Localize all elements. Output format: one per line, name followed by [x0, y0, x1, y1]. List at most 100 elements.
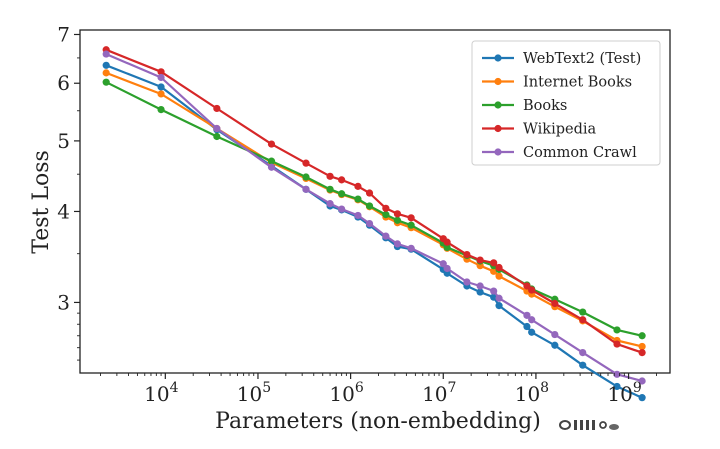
- data-point-internet-books: [495, 272, 503, 280]
- data-point-common-crawl: [551, 330, 559, 339]
- x-axis-title: Parameters (non-embedding): [215, 409, 541, 434]
- legend-label-books: Books: [523, 98, 567, 114]
- data-point-common-crawl: [267, 163, 276, 171]
- data-point-books: [443, 243, 451, 252]
- chart-legend: WebText2 (Test) Internet Books Books Wikipe…: [471, 40, 661, 166]
- data-point-common-crawl: [338, 205, 346, 213]
- legend-label-common-crawl: Common Crawl: [523, 145, 637, 161]
- data-point-books: [638, 332, 646, 340]
- data-point-webtext2-test: [613, 382, 621, 391]
- data-point-wikipedia: [476, 256, 484, 264]
- data-point-common-crawl: [443, 264, 451, 273]
- series-lines: [102, 46, 646, 402]
- data-point-wikipedia: [495, 263, 503, 272]
- data-point-common-crawl: [302, 185, 310, 193]
- x-tick-label: 106: [329, 380, 363, 406]
- data-point-wikipedia: [551, 299, 559, 308]
- data-point-common-crawl: [326, 200, 334, 208]
- data-point-webtext2-test: [157, 83, 165, 91]
- x-tick-label: 105: [237, 380, 271, 406]
- series-line-internet-books: [105, 71, 643, 348]
- legend-swatch-marker-wikipedia: [494, 124, 502, 133]
- data-point-wikipedia: [407, 214, 415, 222]
- legend-swatch-marker-webtext2-test: [494, 54, 502, 62]
- data-point-webtext2-test: [579, 361, 587, 369]
- data-point-webtext2-test: [638, 394, 646, 402]
- data-point-common-crawl: [463, 278, 471, 286]
- x-tick-label: 107: [422, 380, 456, 406]
- data-point-wikipedia: [393, 210, 402, 218]
- y-axis-title: Test Loss: [29, 150, 54, 254]
- data-point-internet-books: [157, 90, 165, 98]
- data-point-common-crawl: [213, 124, 221, 133]
- data-point-books: [267, 157, 276, 165]
- data-point-wikipedia: [613, 340, 621, 348]
- data-point-books: [102, 78, 110, 86]
- x-tick-label: 108: [515, 380, 549, 406]
- data-point-common-crawl: [476, 282, 484, 290]
- data-point-common-crawl: [613, 370, 621, 378]
- data-point-books: [338, 190, 346, 198]
- data-point-wikipedia: [302, 159, 310, 167]
- series-line-books: [105, 81, 643, 337]
- data-point-books: [579, 308, 587, 316]
- data-point-wikipedia: [443, 238, 451, 246]
- data-point-webtext2-test: [523, 322, 531, 331]
- data-point-common-crawl: [495, 294, 503, 302]
- data-point-wikipedia: [638, 348, 646, 357]
- axis-ticks: 3 4 5 6 7 104 105 106 107 108 109: [57, 22, 657, 406]
- data-point-common-crawl: [157, 73, 165, 82]
- y-tick-label: 5: [57, 129, 70, 153]
- y-tick-label: 7: [57, 22, 70, 46]
- y-tick-label: 6: [57, 71, 70, 95]
- legend-label-wikipedia: Wikipedia: [523, 122, 596, 138]
- data-point-books: [213, 132, 221, 141]
- data-point-common-crawl: [579, 348, 587, 357]
- data-point-wikipedia: [463, 250, 471, 259]
- data-point-common-crawl: [523, 311, 531, 319]
- data-point-webtext2-test: [495, 302, 503, 310]
- data-point-wikipedia: [528, 286, 536, 294]
- data-point-wikipedia: [157, 68, 165, 76]
- legend-label-webtext2-test: WebText2 (Test): [523, 51, 641, 67]
- data-point-webtext2-test: [490, 293, 498, 301]
- data-point-books: [326, 185, 334, 193]
- plot-area-frame: [79, 29, 671, 374]
- data-point-wikipedia: [523, 282, 531, 290]
- y-tick-label: 3: [57, 290, 70, 314]
- series-line-wikipedia: [105, 48, 643, 354]
- data-point-common-crawl: [354, 211, 362, 220]
- data-point-common-crawl: [407, 244, 415, 252]
- x-tick-label: 109: [607, 380, 641, 406]
- data-point-books: [354, 195, 362, 203]
- y-tick-label: 4: [57, 199, 70, 223]
- data-point-books: [365, 202, 374, 210]
- legend-swatch-marker-internet-books: [494, 77, 502, 86]
- data-point-wikipedia: [354, 182, 362, 190]
- data-point-books: [157, 106, 165, 114]
- data-point-webtext2-test: [102, 61, 110, 69]
- data-point-common-crawl: [528, 316, 536, 324]
- data-point-webtext2-test: [528, 328, 536, 336]
- data-point-wikipedia: [579, 316, 587, 324]
- data-point-common-crawl: [490, 287, 498, 295]
- data-point-common-crawl: [393, 240, 402, 248]
- data-point-wikipedia: [267, 140, 276, 148]
- data-point-common-crawl: [382, 232, 390, 240]
- data-point-common-crawl: [365, 219, 374, 228]
- data-point-wikipedia: [365, 189, 374, 197]
- x-tick-label: 104: [144, 380, 178, 406]
- legend-swatch-marker-books: [494, 101, 502, 109]
- data-point-webtext2-test: [551, 341, 559, 349]
- legend-label-internet-books: Internet Books: [523, 75, 632, 91]
- data-point-books: [407, 221, 415, 229]
- legend-box: [471, 40, 661, 166]
- watermark-icon: [559, 420, 619, 430]
- data-point-books: [613, 326, 621, 334]
- data-point-wikipedia: [213, 104, 221, 113]
- data-point-common-crawl: [638, 377, 646, 385]
- legend-swatch-marker-common-crawl: [494, 148, 502, 156]
- data-point-books: [393, 216, 402, 224]
- data-point-internet-books: [638, 342, 646, 351]
- data-point-books: [302, 173, 310, 181]
